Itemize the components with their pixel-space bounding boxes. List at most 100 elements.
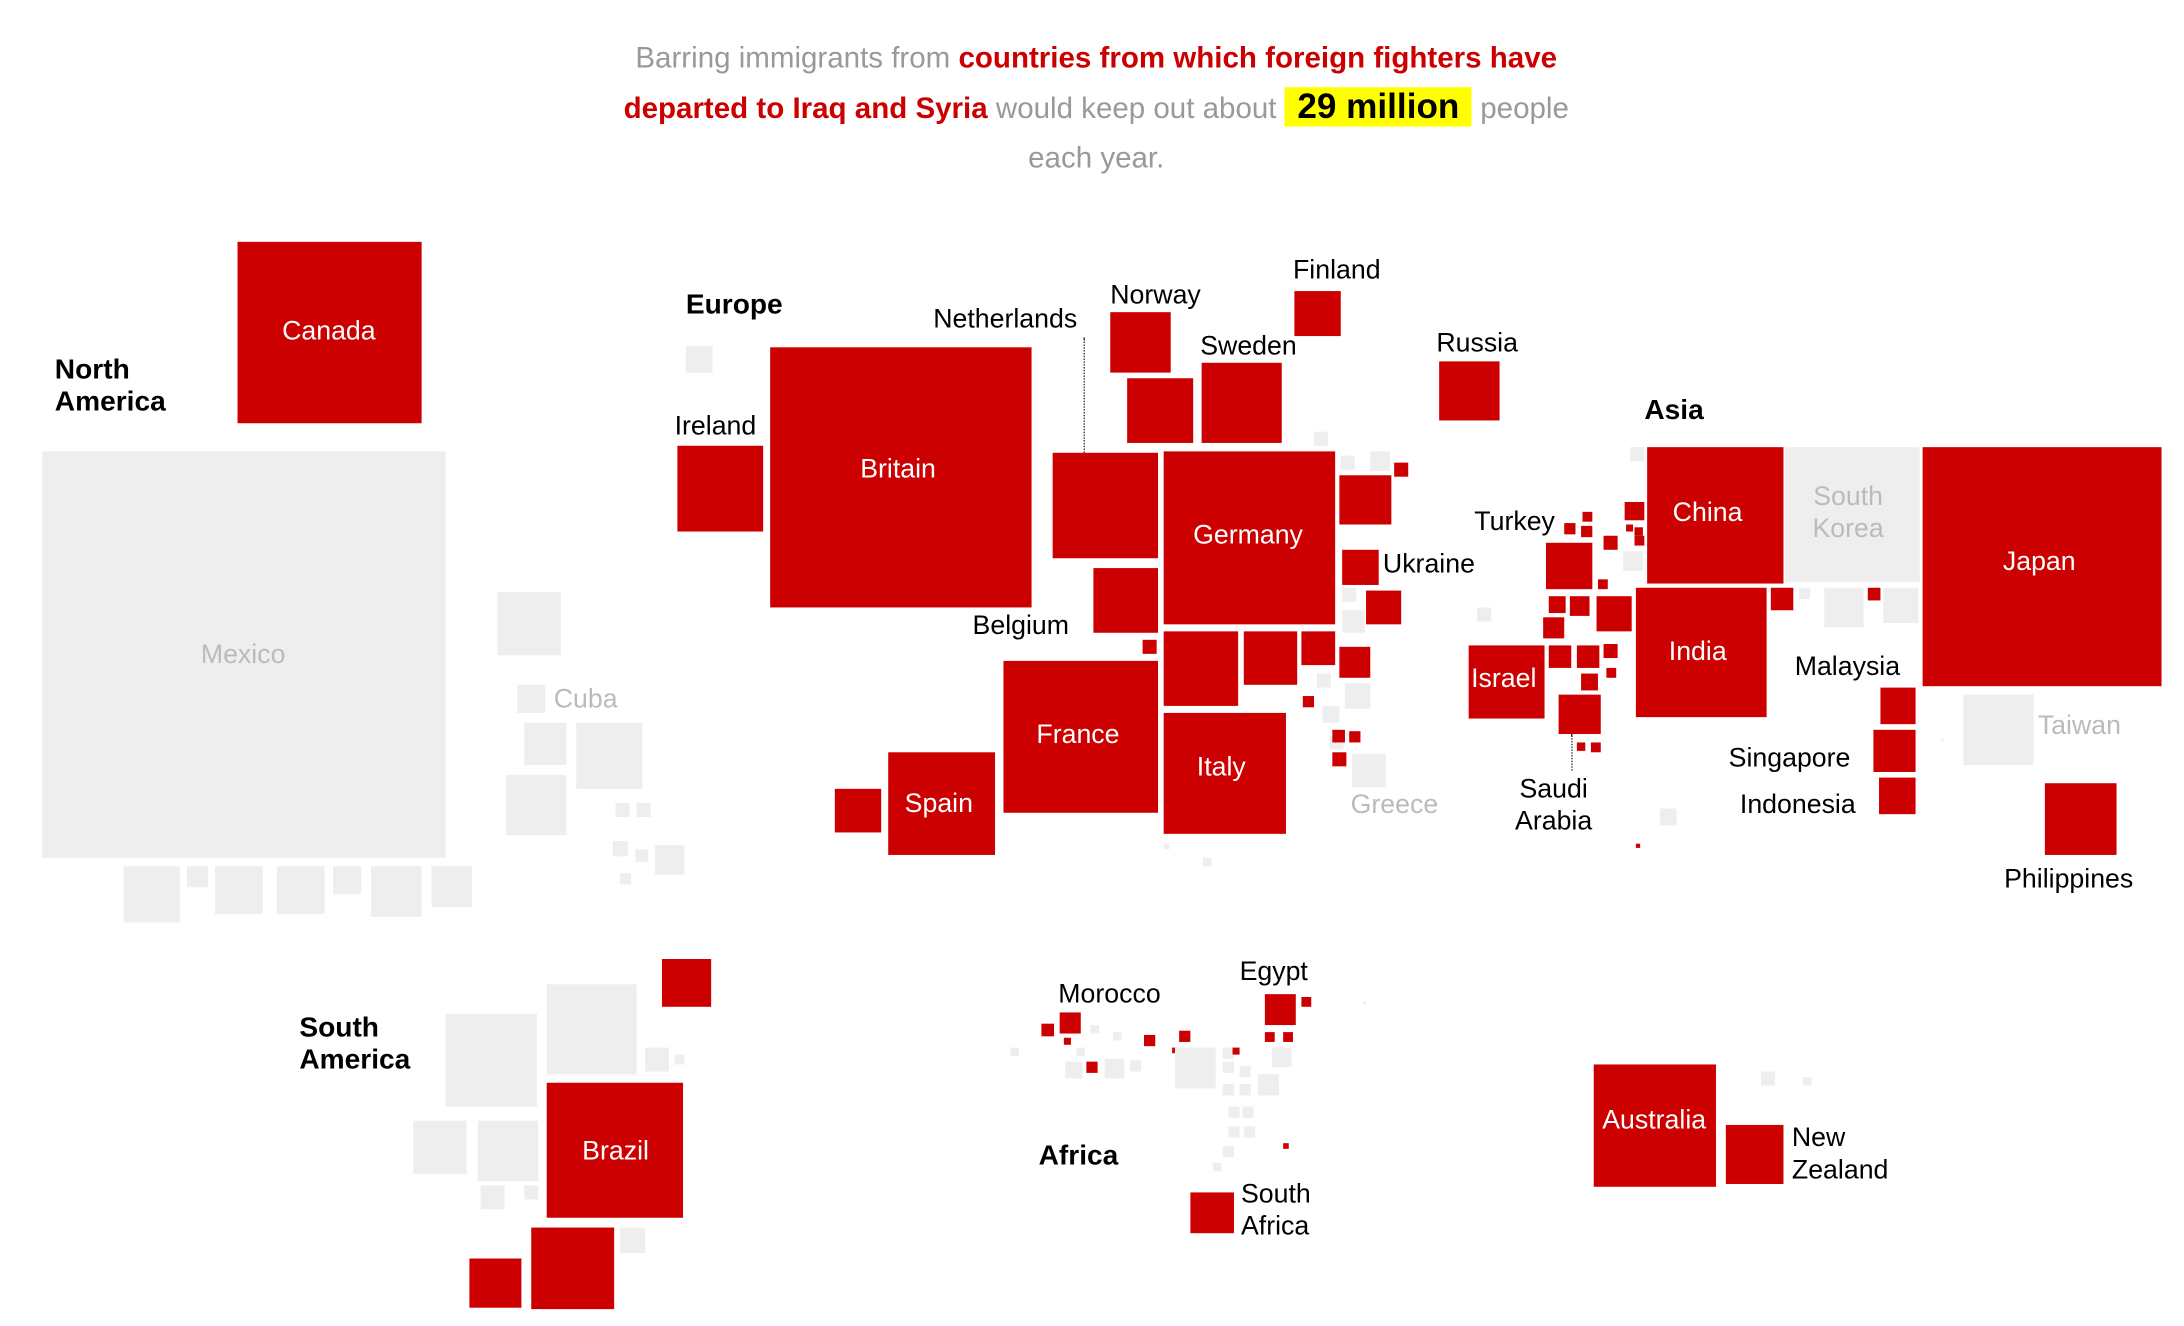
- country-label-saudi-arabia: Saudi Arabia: [1515, 774, 1593, 837]
- country-label-philippines: Philippines: [2004, 864, 2134, 895]
- country-square-south-africa: [1190, 1192, 1234, 1234]
- country-square-netherlands: [1052, 452, 1159, 559]
- country-square-china: [1647, 447, 1784, 584]
- country-square-na-grey-16: [333, 866, 362, 895]
- country-square-as-red-16: [1603, 644, 1618, 659]
- country-square-india: [1635, 587, 1767, 718]
- country-square-af-red-1: [1041, 1023, 1055, 1037]
- country-square-eu-red-9: [1339, 646, 1371, 678]
- country-square-eu-grey-6: [1342, 610, 1365, 633]
- country-label-canada: Canada: [282, 317, 376, 347]
- country-square-af-red-3: [1301, 996, 1312, 1007]
- country-label-greece: Greece: [1350, 790, 1439, 820]
- country-square-na-grey-15: [276, 866, 325, 914]
- country-square-af-grey-9: [1104, 1058, 1125, 1079]
- country-square-as-red-18: [1606, 667, 1617, 678]
- country-square-eu-grey-2: [1314, 431, 1329, 446]
- country-label-spain: Spain: [904, 789, 973, 820]
- country-square-philippines: [2044, 783, 2117, 855]
- country-square-af-grey-18: [1228, 1126, 1240, 1138]
- country-label-finland: Finland: [1292, 255, 1381, 286]
- country-square-as-grey-5: [1824, 587, 1864, 628]
- country-square-ireland: [677, 445, 764, 532]
- headline-highlight: countries from which foreign fighters ha…: [623, 42, 1558, 126]
- region-label-africa: Africa: [1038, 1140, 1119, 1172]
- country-square-eu-red-7: [1243, 631, 1298, 685]
- country-square-af-grey-6: [1010, 1047, 1019, 1057]
- country-square-as-red-2: [1582, 511, 1593, 522]
- country-square-af-red-6: [1172, 1047, 1178, 1054]
- country-label-brazil: Brazil: [582, 1136, 649, 1167]
- country-square-morocco: [1059, 1012, 1081, 1034]
- country-square-as-red-3: [1564, 523, 1576, 535]
- headline-text-2: would keep out about: [987, 92, 1285, 126]
- country-square-israel: [1468, 645, 1545, 719]
- country-square-mexico: [42, 451, 446, 858]
- country-square-as-red-9: [1597, 579, 1608, 590]
- region-label-north-america: North America: [54, 354, 166, 418]
- country-square-as-grey-7: [1659, 808, 1677, 826]
- country-square-as-red-8: [1634, 535, 1645, 546]
- country-label-china: China: [1672, 498, 1743, 529]
- country-square-russia: [1439, 361, 1500, 421]
- country-square-af-grey-10: [1129, 1060, 1142, 1072]
- country-square-eu-grey-8: [1344, 683, 1371, 709]
- country-square-af-red-9: [1232, 1047, 1240, 1055]
- country-square-saudi-arabia: [1558, 694, 1601, 735]
- country-square-na-grey-9: [635, 849, 648, 862]
- country-square-sa-grey-3: [645, 1047, 669, 1072]
- country-square-as-red-10: [1548, 596, 1566, 614]
- country-square-eu-grey-9: [1322, 705, 1340, 723]
- country-square-as-grey-6: [1883, 587, 1919, 623]
- country-square-as-grey-3: [1477, 607, 1492, 622]
- country-square-eu-red-2: [1394, 462, 1409, 477]
- country-square-af-red-11: [1086, 1061, 1098, 1073]
- country-square-as-red-7: [1603, 535, 1618, 550]
- country-square-eu-grey-4: [1370, 451, 1390, 472]
- country-label-belgium: Belgium: [972, 611, 1070, 642]
- country-square-eu-grey-12: [1203, 857, 1212, 867]
- country-square-af-grey-22: [1363, 1001, 1367, 1004]
- country-label-netherlands: Netherlands: [933, 305, 1078, 335]
- country-square-oc-grey-1: [1760, 1071, 1776, 1086]
- country-square-sa-grey-8: [524, 1185, 539, 1200]
- country-square-na-grey-11: [619, 873, 632, 885]
- country-square-oc-grey-2: [1803, 1077, 1812, 1086]
- country-square-na-grey-3: [524, 722, 567, 765]
- country-square-af-grey-19: [1243, 1126, 1256, 1138]
- country-label-indonesia: Indonesia: [1739, 790, 1856, 820]
- country-square-eu-red-3: [1339, 475, 1392, 525]
- country-square-as-red-14: [1548, 645, 1572, 668]
- country-square-af-red-8: [1283, 1032, 1293, 1042]
- country-label-singapore: Singapore: [1728, 743, 1851, 774]
- region-label-south-america: South America: [299, 1012, 411, 1076]
- country-square-na-grey-4: [576, 722, 643, 789]
- country-square-sa-grey-9: [619, 1227, 646, 1253]
- country-square-eu-red-10: [1302, 696, 1315, 708]
- region-label-europe: Europe: [685, 289, 783, 321]
- saudi-arabia-leader-line: [1571, 734, 1573, 771]
- country-label-turkey: Turkey: [1474, 507, 1555, 538]
- country-square-eu-grey-11: [1163, 843, 1170, 850]
- country-square-sa-grey-7: [480, 1185, 505, 1210]
- country-label-japan: Japan: [2002, 547, 2076, 578]
- country-square-sa-grey-2: [445, 1013, 537, 1107]
- country-label-south-korea: South Korea: [1812, 482, 1884, 545]
- country-square-af-grey-4: [1174, 1047, 1216, 1089]
- country-square-new-zealand: [1725, 1124, 1784, 1184]
- country-square-as-grey-4: [1798, 587, 1811, 600]
- country-square-italy: [1163, 712, 1286, 834]
- country-square-south-korea: [1784, 447, 1920, 583]
- country-square-sa-red-2: [531, 1227, 615, 1310]
- country-square-af-red-7: [1264, 1032, 1275, 1042]
- country-square-af-grey-3: [1271, 1047, 1292, 1068]
- country-square-germany: [1163, 451, 1336, 625]
- country-square-af-grey-16: [1228, 1106, 1240, 1118]
- country-square-as-red-19: [1576, 742, 1586, 751]
- country-square-australia: [1593, 1064, 1717, 1187]
- country-square-as-red-1: [1624, 501, 1645, 521]
- country-square-sa-red-3: [469, 1258, 522, 1308]
- country-label-norway: Norway: [1110, 281, 1201, 311]
- country-label-france: France: [1036, 720, 1120, 751]
- country-square-af-grey-13: [1257, 1074, 1279, 1096]
